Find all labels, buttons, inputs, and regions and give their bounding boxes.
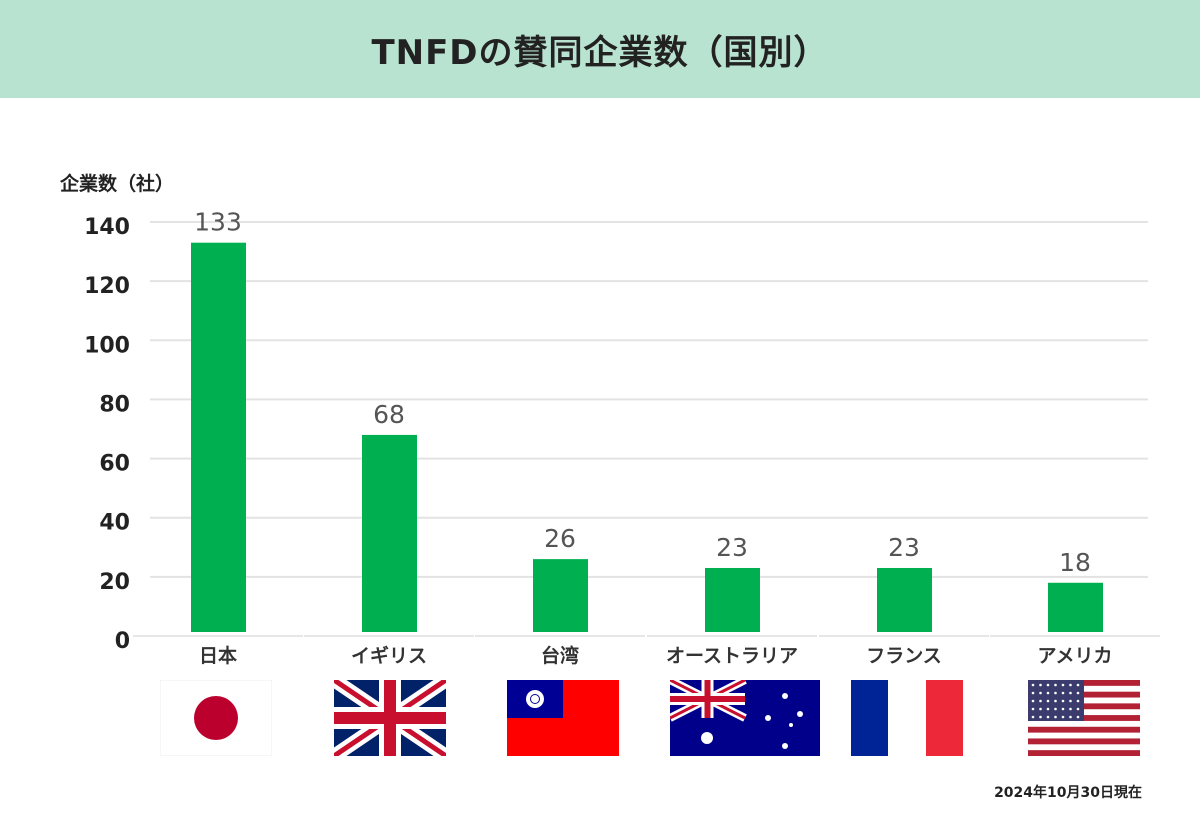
data-label: 26 (544, 524, 576, 553)
usa-flag-icon (1028, 680, 1140, 756)
bar (1048, 582, 1103, 632)
y-tick-label: 100 (84, 333, 130, 358)
data-label: 68 (373, 400, 405, 429)
category-label: アメリカ (1037, 645, 1112, 667)
bar (362, 434, 417, 632)
bar (877, 567, 932, 632)
category-label: オーストラリア (666, 645, 798, 667)
bar (191, 242, 246, 632)
bar (533, 559, 588, 632)
y-tick-label: 20 (99, 570, 130, 595)
y-tick-label: 80 (99, 392, 130, 417)
category-label: 日本 (199, 644, 237, 667)
y-tick-label: 40 (99, 511, 130, 536)
data-label: 23 (888, 533, 920, 562)
chart-title: TNFDの賛同企業数（国別） (371, 32, 829, 73)
data-label: 18 (1059, 548, 1091, 577)
y-tick-label: 0 (115, 629, 130, 654)
title-banner: TNFDの賛同企業数（国別） (0, 0, 1200, 98)
uk-flag-icon (330, 674, 450, 762)
bar (705, 567, 760, 632)
taiwan-flag-icon (507, 680, 619, 756)
data-label: 133 (194, 208, 242, 237)
australia-flag-icon (668, 676, 820, 756)
date-note: 2024年10月30日現在 (994, 785, 1142, 801)
category-label: フランス (866, 645, 942, 667)
data-label: 23 (716, 533, 748, 562)
japan-flag-icon (159, 679, 273, 757)
y-axis-label: 企業数（社） (59, 172, 174, 195)
y-tick-label: 140 (84, 215, 130, 240)
y-tick-label: 120 (84, 274, 130, 299)
category-label: イギリス (351, 645, 427, 667)
y-tick-label: 60 (99, 452, 130, 477)
category-label: 台湾 (541, 644, 579, 667)
france-flag-icon (851, 680, 963, 756)
